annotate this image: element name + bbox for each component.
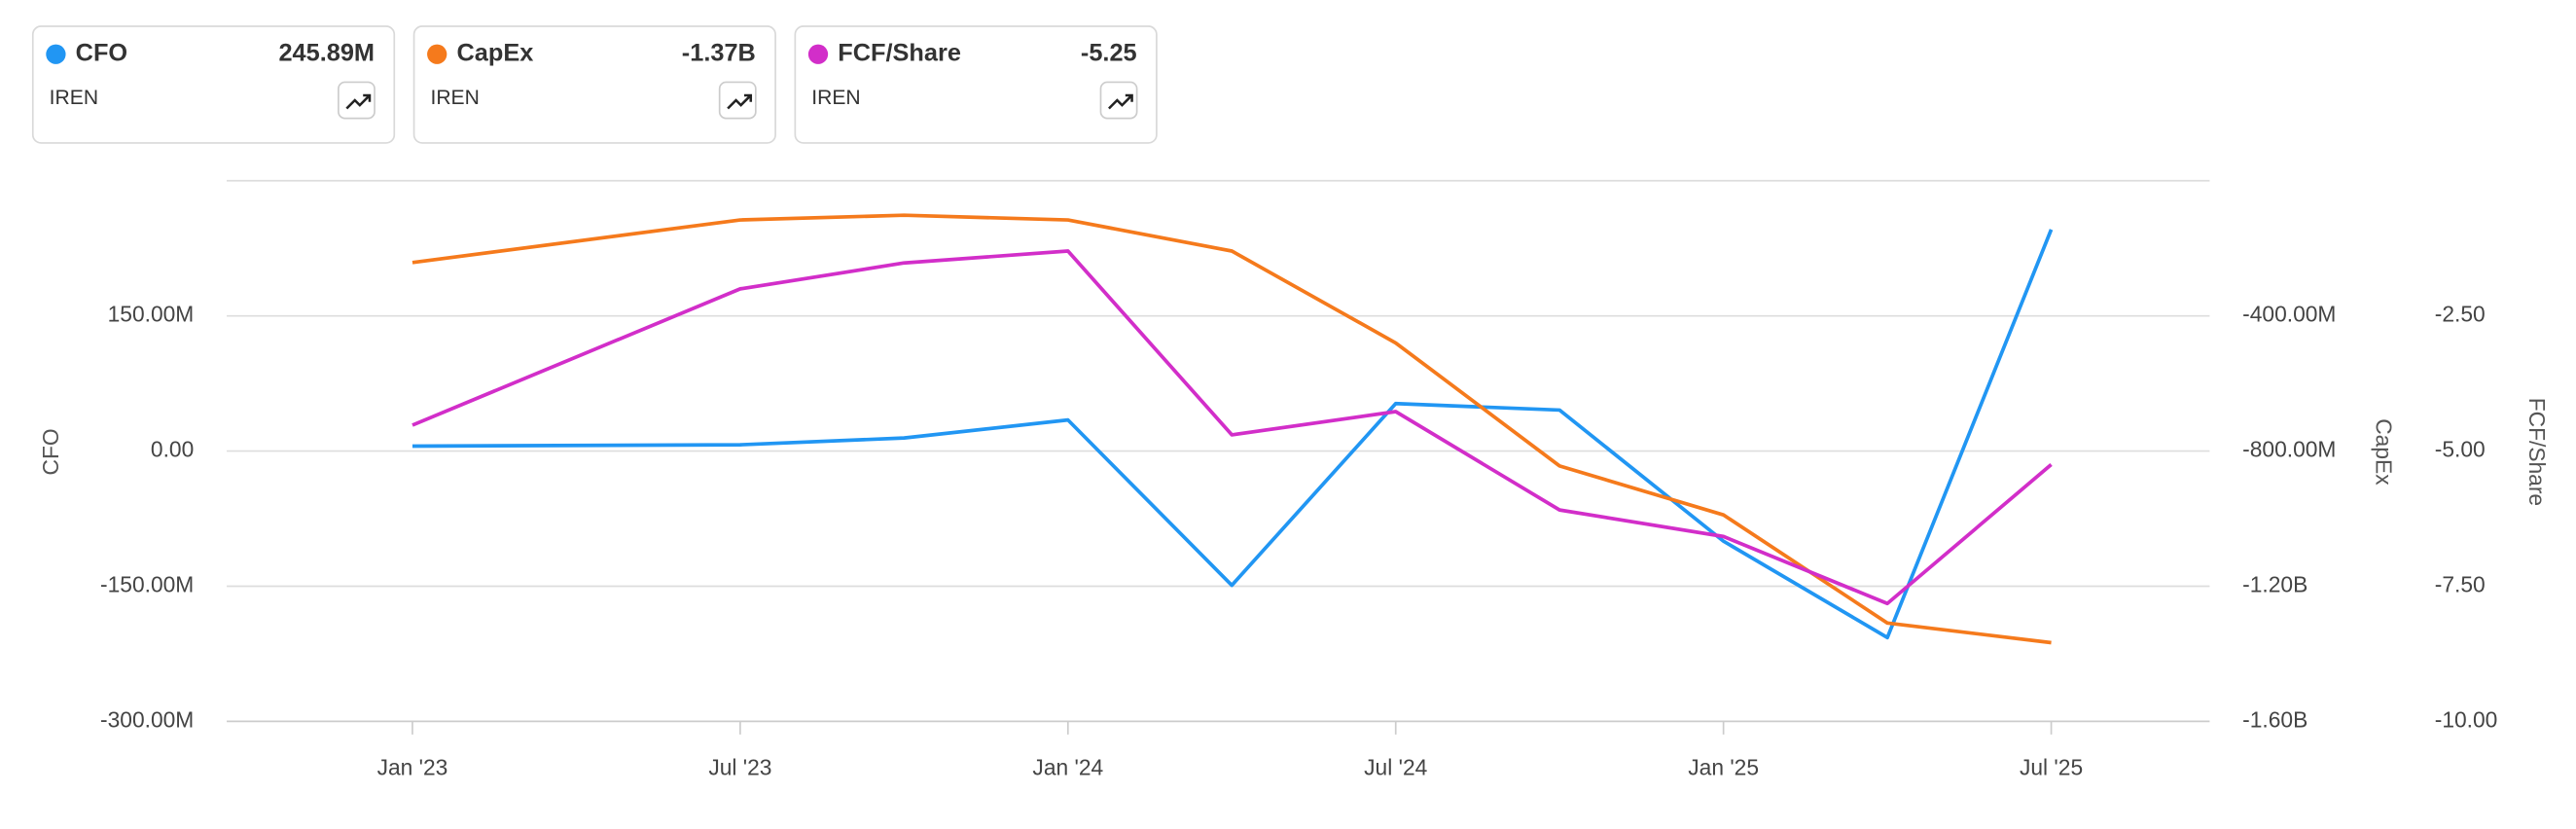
- x-tick-label: Jan '24: [1032, 754, 1103, 779]
- x-tick-label: Jan '23: [377, 754, 448, 779]
- y3-tick-label: -2.50: [2435, 302, 2486, 327]
- y2-tick-label: -1.60B: [2242, 706, 2308, 732]
- y2-tick-label: -1.20B: [2242, 571, 2308, 596]
- legend-dot: [46, 44, 66, 64]
- metric-card: FCF/Share -5.25 IREN: [794, 25, 1158, 144]
- metric-card: CFO 245.89M IREN: [31, 25, 396, 144]
- card-ticker: IREN: [811, 87, 860, 109]
- card-value: -1.37B: [682, 39, 756, 66]
- series-line: [411, 213, 2052, 645]
- y-tick-label: -300.00M: [100, 706, 194, 732]
- legend-name: FCF/Share: [838, 39, 961, 66]
- card-frame: [31, 25, 396, 144]
- series-line: [411, 229, 2054, 640]
- y-tick-label: -150.00M: [100, 571, 194, 596]
- card-ticker: IREN: [430, 87, 479, 109]
- card-value: 245.89M: [278, 39, 375, 66]
- y-axis-title: CFO: [38, 428, 63, 475]
- y-tick-label: 150.00M: [108, 302, 195, 327]
- y2-axis-title: CapEx: [2372, 418, 2397, 486]
- y2-tick-label: -800.00M: [2242, 437, 2336, 462]
- y3-axis-title: FCF/Share: [2524, 398, 2550, 506]
- y3-tick-label: -10.00: [2435, 706, 2498, 732]
- y3-tick-label: -7.50: [2435, 571, 2486, 596]
- card-frame: [794, 25, 1158, 144]
- legend-dot: [427, 44, 447, 64]
- x-tick-label: Jan '25: [1688, 754, 1759, 779]
- legend-name: CapEx: [456, 39, 533, 66]
- y2-tick-label: -400.00M: [2242, 302, 2336, 327]
- y3-tick-label: -5.00: [2435, 437, 2486, 462]
- y-tick-label: 0.00: [151, 437, 194, 462]
- trend-icon: [345, 93, 372, 110]
- x-tick-label: Jul '24: [1364, 754, 1427, 779]
- legend-dot: [807, 44, 829, 64]
- legend-name: CFO: [76, 39, 127, 66]
- x-tick-label: Jul '25: [2020, 754, 2083, 779]
- card-value: -5.25: [1081, 39, 1137, 66]
- trend-icon: [1108, 93, 1133, 110]
- card-ticker: IREN: [50, 87, 98, 109]
- x-tick-label: Jul '23: [708, 754, 771, 779]
- series-line: [411, 249, 2053, 606]
- card-frame: [412, 25, 776, 144]
- trend-icon: [727, 93, 753, 110]
- metric-card: CapEx -1.37B IREN: [412, 25, 776, 144]
